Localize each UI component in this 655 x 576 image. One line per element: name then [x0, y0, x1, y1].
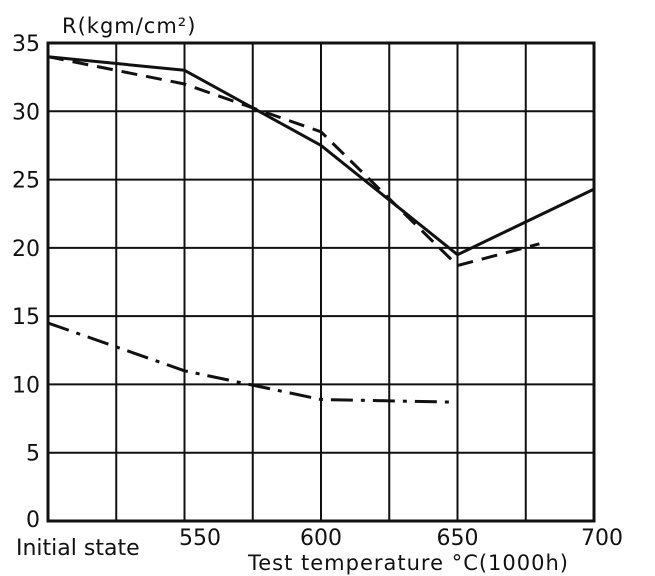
y-tick-label: 25 [12, 169, 40, 194]
x-tick-label: Initial state [16, 536, 140, 561]
series-group [47, 55, 595, 404]
x-tick-label: 550 [179, 526, 221, 551]
y-tick-label: 30 [12, 100, 40, 125]
y-tick-label: 15 [12, 305, 40, 330]
y-tick-labels: 0 5 10 15 20 25 30 35 [12, 32, 40, 533]
x-tick-label: 650 [437, 526, 479, 551]
x-tick-label: 600 [300, 526, 342, 551]
x-axis-title: Test temperature °C(1000h) [247, 551, 569, 575]
series-line-solid [47, 55, 595, 257]
y-tick-label: 5 [26, 442, 40, 467]
series-line-dashdot [47, 321, 458, 404]
y-tick-label: 20 [12, 237, 40, 262]
gridlines [47, 42, 595, 522]
y-tick-label: 35 [12, 32, 40, 57]
x-tick-labels: Initial state 550 600 650 700 [16, 526, 623, 561]
y-tick-label: 10 [12, 373, 40, 398]
x-tick-label: 700 [581, 526, 623, 551]
series-line-dashed [47, 55, 540, 268]
y-axis-title: R(kgm/cm²) [62, 14, 196, 38]
plot-frame [46, 41, 596, 523]
y-tick-label: 0 [26, 508, 40, 533]
